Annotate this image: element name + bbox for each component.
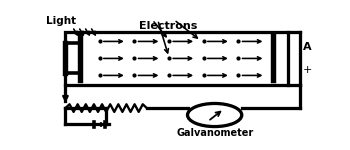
- Bar: [65, 32, 288, 85]
- Text: A: A: [303, 42, 312, 52]
- Text: Light: Light: [47, 15, 77, 26]
- Text: +: +: [303, 65, 312, 75]
- Text: Electrons: Electrons: [139, 21, 198, 31]
- Text: Galvanometer: Galvanometer: [176, 128, 253, 138]
